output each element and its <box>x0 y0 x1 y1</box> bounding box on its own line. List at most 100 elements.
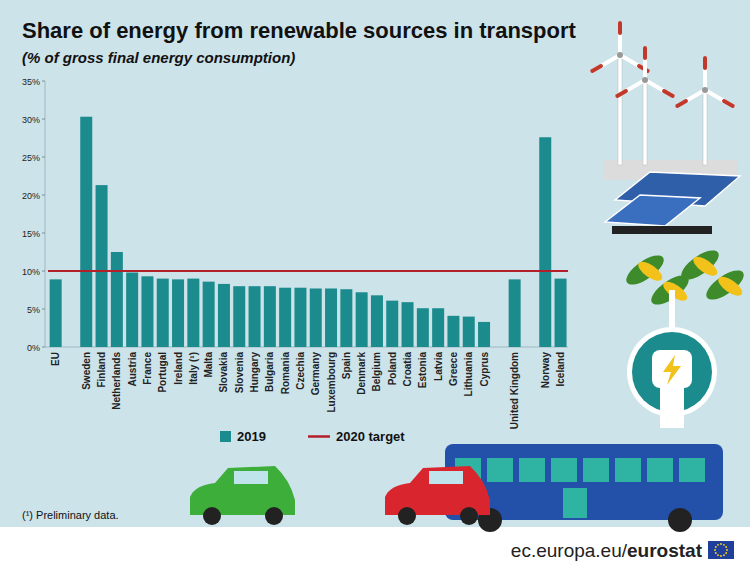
turbine-tower <box>618 55 622 165</box>
x-tick-label: United Kingdom <box>509 352 520 429</box>
bar <box>447 316 459 347</box>
bar <box>80 117 92 347</box>
legend-swatch <box>308 435 330 438</box>
car-window <box>429 471 463 484</box>
corn <box>635 258 665 284</box>
x-tick-label: Luxembourg <box>326 352 337 413</box>
x-tick-label: Austria <box>127 352 138 387</box>
y-tick-label: 30% <box>22 115 40 125</box>
x-tick-label: Germany <box>310 352 321 396</box>
wheel <box>460 507 478 525</box>
y-tick <box>42 233 45 234</box>
bar <box>187 279 199 347</box>
corn <box>715 273 745 299</box>
source: ec.europa.eu/eurostat <box>511 540 703 561</box>
turbine-tip <box>703 58 707 68</box>
chart: Share of energy from renewable sources i… <box>0 0 750 570</box>
bar <box>157 279 169 347</box>
bus-window <box>551 458 577 482</box>
x-tick-label: Croatia <box>402 352 413 387</box>
turbine-tip <box>724 101 733 106</box>
x-tick-label: Italy (¹) <box>188 352 199 385</box>
eu-star <box>726 549 728 551</box>
bus-window <box>583 458 609 482</box>
turbine-tower <box>643 80 647 165</box>
bar <box>294 288 306 347</box>
turbine-tip <box>618 23 622 33</box>
bar <box>555 279 567 347</box>
decorations <box>190 23 748 532</box>
legend-label: 2019 <box>237 429 266 444</box>
turbine-tip <box>617 91 626 96</box>
eu-star <box>717 544 719 546</box>
turbine-blade <box>643 48 647 80</box>
title: Share of energy from renewable sources i… <box>22 18 576 43</box>
bar <box>371 295 383 347</box>
x-tick-label: Greece <box>448 352 459 386</box>
x-tick-label: Netherlands <box>111 352 122 410</box>
x-tick-label: Bulgaria <box>264 352 275 392</box>
bar <box>126 273 138 347</box>
turbine-blade <box>677 90 705 106</box>
bus-door <box>563 488 587 518</box>
x-tick-label: Cyprus <box>479 352 490 387</box>
plug-body <box>652 350 692 388</box>
x-tick-label: Malta <box>203 352 214 378</box>
footnote: (¹) Preliminary data. <box>22 509 119 521</box>
eu-star <box>723 544 725 546</box>
wheel <box>203 507 221 525</box>
y-tick-label: 25% <box>22 153 40 163</box>
bar <box>111 252 123 347</box>
bus-window <box>615 458 641 482</box>
x-tick-label: Czechia <box>295 352 306 390</box>
target-line <box>48 270 568 272</box>
x-tick-label: Latvia <box>433 352 444 381</box>
turbine-tower <box>703 90 707 165</box>
subtitle: (% of gross final energy consumption) <box>22 49 295 66</box>
x-tick-label: EU <box>50 352 61 366</box>
leaf <box>677 245 723 285</box>
turbine-hub <box>642 77 648 83</box>
bar <box>356 292 368 347</box>
bus-window <box>519 458 545 482</box>
x-tick-label: Hungary <box>249 352 260 393</box>
y-tick-label: 0% <box>27 343 40 353</box>
turbine-blade <box>617 80 645 96</box>
wheel <box>398 507 416 525</box>
x-tick-label: Estonia <box>417 352 428 389</box>
x-tick-label: Romania <box>280 352 291 395</box>
bar <box>249 286 261 347</box>
bar <box>172 279 184 347</box>
y-tick-label: 20% <box>22 191 40 201</box>
turbine-tip <box>677 101 686 106</box>
y-tick <box>42 195 45 196</box>
eu-flag <box>708 541 734 559</box>
y-tick <box>42 81 45 82</box>
y-tick <box>42 271 45 272</box>
eu-star <box>717 554 719 556</box>
car-window <box>234 471 268 484</box>
y-tick <box>42 309 45 310</box>
legend-swatch <box>220 431 231 442</box>
bar <box>463 317 475 347</box>
corn <box>660 278 690 304</box>
x-tick-label: Iceland <box>555 352 566 386</box>
x-tick-label: Lithuania <box>463 352 474 397</box>
turbine-tip <box>643 48 647 58</box>
solar-panel <box>605 195 700 226</box>
wheel <box>265 507 283 525</box>
bar <box>50 279 62 347</box>
chart-bg <box>0 0 750 527</box>
page-bg <box>0 0 750 570</box>
y-tick <box>42 347 45 348</box>
bar <box>203 282 215 347</box>
bus-window <box>487 458 513 482</box>
leaf <box>702 265 748 305</box>
turbine-tip <box>592 66 601 71</box>
bar <box>325 288 337 347</box>
eu-star <box>715 546 717 548</box>
turbine-blade <box>705 90 733 106</box>
bar <box>264 286 276 347</box>
turbine-hub <box>702 87 708 93</box>
eu-star <box>720 543 722 545</box>
